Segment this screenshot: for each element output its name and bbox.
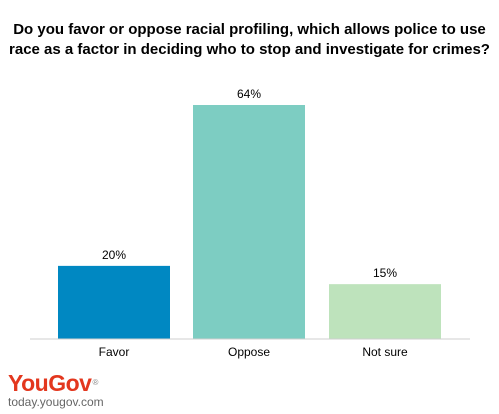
value-label-not-sure: 15% — [373, 266, 397, 280]
yougov-url: today.yougov.com — [8, 395, 104, 409]
yougov-logo: YouGov® — [8, 370, 98, 396]
bar-oppose — [193, 105, 305, 339]
yougov-branding: YouGov® today.yougov.com — [8, 371, 104, 409]
category-labels-group: Favor Oppose Not sure — [99, 345, 408, 359]
value-label-favor: 20% — [102, 248, 126, 262]
bars-group — [58, 105, 441, 339]
category-label-oppose: Oppose — [228, 345, 270, 359]
chart-title: Do you favor or oppose racial profiling,… — [9, 21, 490, 58]
value-label-oppose: 64% — [237, 87, 261, 101]
bar-not-sure — [329, 284, 441, 339]
category-label-favor: Favor — [99, 345, 130, 359]
category-label-not-sure: Not sure — [362, 345, 408, 359]
bar-favor — [58, 265, 170, 339]
value-labels-group: 20% 64% 15% — [102, 87, 397, 280]
